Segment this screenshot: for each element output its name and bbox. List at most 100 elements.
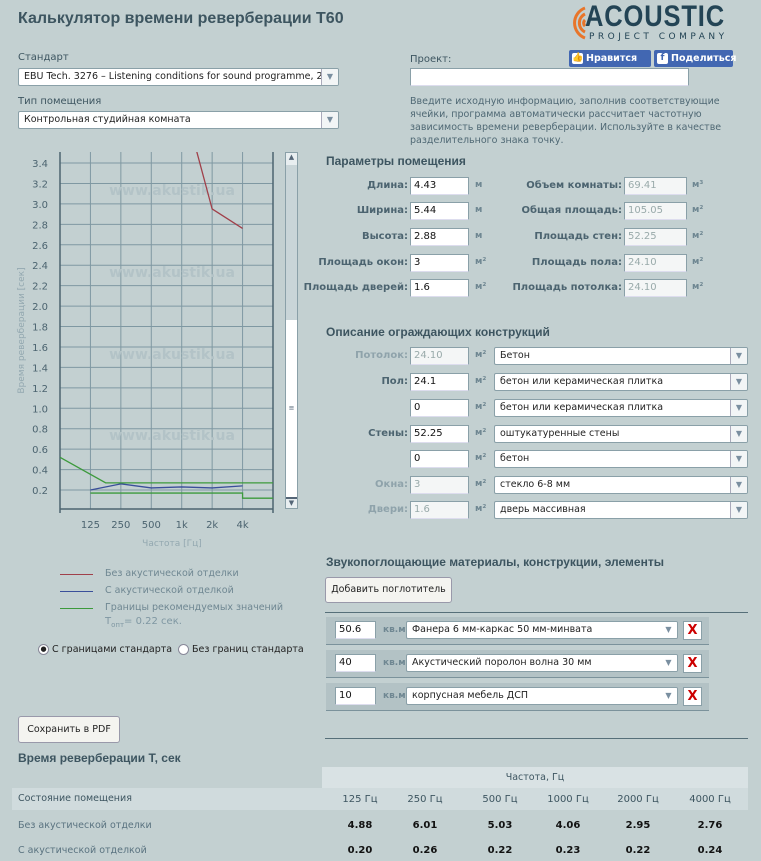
y-tick-label: 3.0 — [32, 200, 48, 211]
y-tick-label: 2.2 — [32, 282, 48, 293]
surface-area-input[interactable]: 52.25 — [410, 425, 469, 443]
chevron-down-icon: ▼ — [660, 655, 677, 671]
x-tick-label: 4k — [236, 520, 248, 531]
standard-label: Стандарт — [18, 52, 69, 63]
remove-absorber-button[interactable]: X — [683, 621, 702, 640]
surface-unit: м² — [475, 376, 487, 386]
remove-absorber-button[interactable]: X — [683, 654, 702, 673]
surface-material-select[interactable]: дверь массивная ▼ — [494, 501, 748, 519]
x-tick-label: 2k — [206, 520, 218, 531]
column-header: 1000 Гц — [547, 794, 589, 805]
x-axis-label: Частота [Гц] — [142, 539, 202, 549]
divider — [325, 612, 748, 613]
param-input: 105.05 — [624, 202, 687, 220]
y-tick-label: 1.8 — [32, 323, 48, 334]
table-cell: 0.24 — [697, 845, 723, 856]
absorber-unit: кв.м. — [383, 691, 409, 701]
upper-bound-line — [59, 456, 273, 484]
radio-with-standard[interactable]: ● С границами стандарта — [38, 644, 172, 655]
param-label: Общая площадь: — [521, 205, 623, 216]
surface-area-input[interactable]: 0 — [410, 399, 469, 417]
logo: ACOUSTIC PROJECT COMPANY — [555, 0, 745, 44]
page-title: Калькулятор времени реверберации Т60 — [18, 10, 344, 27]
absorber-material-select[interactable]: корпусная мебель ДСП ▼ — [406, 687, 678, 705]
param-input[interactable]: 3 — [410, 254, 469, 272]
legend-swatch — [60, 608, 93, 609]
watermark: www.akustik.ua — [109, 347, 235, 363]
surface-material-select[interactable]: бетон или керамическая плитка ▼ — [494, 373, 748, 391]
surface-area-input[interactable]: 0 — [410, 450, 469, 468]
param-label: Длина: — [367, 180, 408, 191]
absorber-row: 10 кв.м. корпусная мебель ДСП ▼ X — [326, 683, 709, 711]
watermark: www.akustik.ua — [109, 265, 235, 281]
project-input[interactable] — [410, 68, 689, 86]
param-unit: м² — [475, 282, 487, 292]
table-cell: 4.88 — [347, 820, 373, 831]
logo-waves-icon — [573, 6, 587, 40]
absorber-material-select[interactable]: Акустический поролон волна 30 мм ▼ — [406, 654, 678, 672]
scroll-track[interactable] — [286, 165, 297, 320]
surface-material-select[interactable]: стекло 6-8 мм ▼ — [494, 476, 748, 494]
absorber-area-input[interactable]: 10 — [335, 687, 376, 705]
y-tick-label: 1.6 — [32, 343, 48, 354]
scroll-up-icon[interactable]: ▲ — [288, 153, 295, 161]
param-unit: м² — [692, 231, 704, 241]
surface-material-select[interactable]: бетон ▼ — [494, 450, 748, 468]
table-cell: 2.95 — [625, 820, 651, 831]
surface-label: Пол: — [381, 376, 408, 387]
chart-scrollbar[interactable]: ▲ ≡ ▼ — [285, 152, 298, 509]
chevron-down-icon: ▼ — [321, 112, 338, 128]
table-cell: 0.20 — [347, 845, 373, 856]
room-type-select[interactable]: Контрольная студийная комната ▼ — [18, 111, 339, 129]
chevron-down-icon: ▼ — [730, 477, 747, 493]
radio-checked-icon: ● — [38, 644, 49, 655]
absorber-area-input[interactable]: 50.6 — [335, 621, 376, 639]
add-absorber-button[interactable]: Добавить поглотитель — [325, 577, 452, 603]
surface-material-select[interactable]: Бетон ▼ — [494, 347, 748, 365]
x-tick-label: 1k — [176, 520, 188, 531]
surface-label: Потолок: — [355, 350, 408, 361]
table-header-row: Состояние помещения — [12, 788, 748, 810]
param-input[interactable]: 1.6 — [410, 279, 469, 297]
x-tick-label: 500 — [142, 520, 161, 531]
remove-absorber-button[interactable]: X — [683, 687, 702, 706]
chevron-down-icon: ▼ — [730, 426, 747, 442]
param-input[interactable]: 5.44 — [410, 202, 469, 220]
surface-material-select[interactable]: оштукатуренные стены ▼ — [494, 425, 748, 443]
param-input: 24.10 — [624, 254, 687, 272]
table-cell: 0.22 — [625, 845, 651, 856]
param-unit: м — [475, 180, 483, 190]
radio-without-standard[interactable]: Без границ стандарта — [178, 644, 304, 655]
x-tick-label: 125 — [81, 520, 100, 531]
param-label: Площадь потолка: — [512, 282, 622, 293]
chevron-down-icon: ▼ — [660, 688, 677, 704]
absorber-area-input[interactable]: 40 — [335, 654, 376, 672]
surface-material-select[interactable]: бетон или керамическая плитка ▼ — [494, 399, 748, 417]
param-unit: м² — [692, 205, 704, 215]
absorber-row: 40 кв.м. Акустический поролон волна 30 мм ▼… — [326, 650, 709, 678]
param-input[interactable]: 4.43 — [410, 177, 469, 195]
param-label: Объем комнаты: — [526, 180, 622, 191]
y-tick-label: 2.0 — [32, 302, 48, 313]
legend-label: Без акустической отделки — [105, 568, 239, 579]
reverb-chart: 0.2 0.4 0.6 0.8 1.0 1.2 1.4 1.6 1.8 2.0 2.2 2.4 2.6 2… — [17, 152, 274, 549]
absorbers-title: Звукопоглощающие материалы, конструкции,… — [326, 555, 664, 569]
like-button[interactable]: 👍 Нравится 66 — [569, 50, 651, 81]
absorber-unit: кв.м. — [383, 658, 409, 668]
legend-swatch — [60, 591, 93, 592]
param-input[interactable]: 2.88 — [410, 228, 469, 246]
save-pdf-button[interactable]: Сохранить в PDF — [18, 716, 120, 743]
standard-select[interactable]: EBU Tech. 3276 – Listening conditions fo… — [18, 68, 339, 86]
chevron-down-icon: ▼ — [730, 502, 747, 518]
column-header: 500 Гц — [482, 794, 518, 805]
row-label: Без акустической отделки — [18, 820, 152, 831]
scroll-thumb[interactable]: ≡ — [286, 320, 297, 498]
surface-label: Стены: — [368, 428, 408, 439]
share-button[interactable]: f Поделиться — [654, 50, 736, 67]
surface-area-input[interactable]: 24.1 — [410, 373, 469, 391]
surface-unit: м² — [475, 402, 487, 412]
surface-unit: м² — [475, 504, 487, 514]
absorber-material-select[interactable]: Фанера 6 мм-каркас 50 мм-минвата ▼ — [406, 621, 678, 639]
absorber-row: 50.6 кв.м. Фанера 6 мм-каркас 50 мм-минват… — [326, 617, 709, 645]
scroll-down-icon[interactable]: ▼ — [286, 497, 297, 508]
